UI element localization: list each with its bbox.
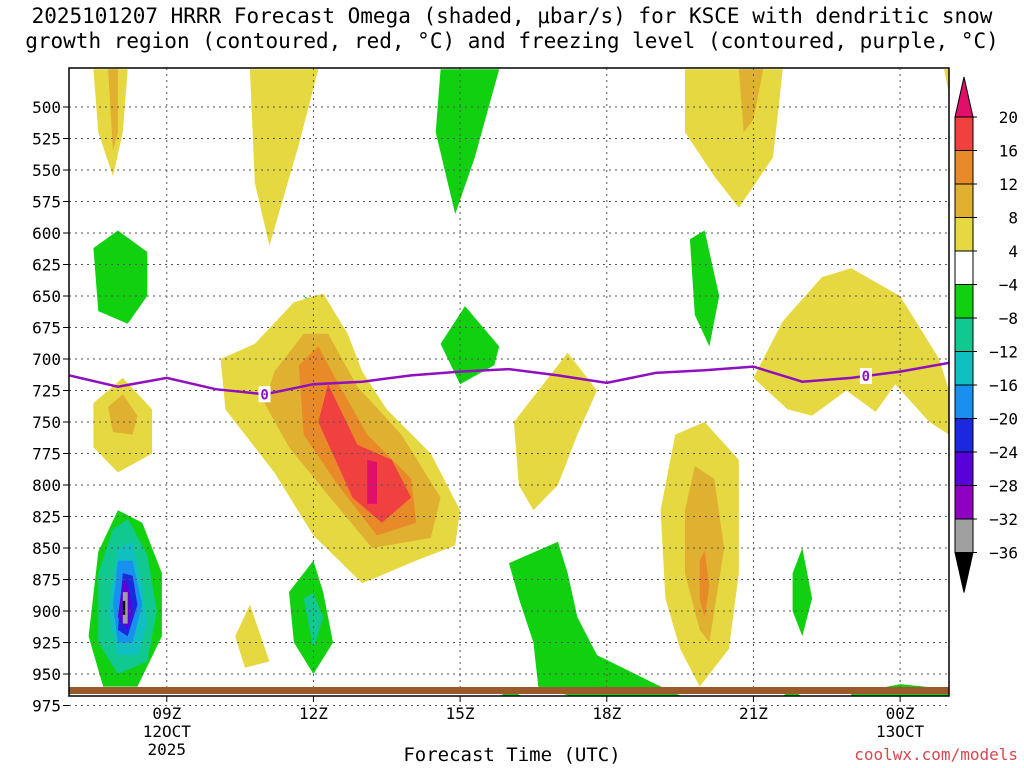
y-tick-label: 975 [32, 697, 61, 716]
y-tick-label: 950 [32, 665, 61, 684]
x-tick-date: 12OCT [143, 722, 192, 741]
x-tick-label: 21Z [739, 704, 768, 723]
colorbar-band [954, 284, 974, 319]
y-tick-label: 850 [32, 539, 61, 558]
omega-region-16 [440, 306, 500, 385]
colorbar-band [954, 250, 974, 285]
y-tick-label: 575 [32, 193, 61, 212]
omega-region-15 [367, 459, 377, 504]
omega-region-25 [122, 600, 126, 615]
colorbar-label: 20 [999, 108, 1018, 127]
colorbar-band [954, 317, 974, 352]
x-tick-label: 18Z [592, 704, 621, 723]
x-tick-label: 00Z [886, 704, 915, 723]
y-tick-label: 700 [32, 350, 61, 369]
x-tick-date: 13OCT [876, 722, 925, 741]
x-tick-label: 09Z [152, 704, 181, 723]
credit-text: coolwx.com/models [854, 745, 1018, 764]
y-tick-label: 925 [32, 634, 61, 653]
chart-title: 2025101207 HRRR Forecast Omega (shaded, … [0, 4, 1024, 54]
colorbar-label: −16 [989, 376, 1018, 395]
ground-strip [69, 687, 949, 694]
colorbar-label: −36 [989, 544, 1018, 563]
x-tick-year: 2025 [148, 740, 187, 759]
freezing-label-bg-1 [859, 368, 872, 385]
colorbar-band [954, 485, 974, 520]
freezing-level-label: 0 [260, 387, 268, 403]
freezing-level-line [69, 361, 949, 396]
colorbar-band [954, 384, 974, 419]
y-tick-label: 825 [32, 508, 61, 527]
y-tick-label: 675 [32, 319, 61, 338]
omega-region-35 [509, 541, 682, 696]
colorbar-label: 4 [1008, 242, 1018, 261]
freezing-level-label: 0 [862, 369, 870, 385]
y-tick-label: 775 [32, 445, 61, 464]
colorbar-label: −4 [999, 276, 1018, 295]
y-tick-label: 900 [32, 602, 61, 621]
y-tick-label: 550 [32, 161, 61, 180]
title-line-1: 2025101207 HRRR Forecast Omega (shaded, … [31, 4, 993, 28]
colorbar-label: 16 [999, 142, 1018, 161]
y-tick-label: 525 [32, 130, 61, 149]
omega-region-0 [93, 69, 128, 177]
freezing-label-bg-0 [258, 386, 271, 403]
omega-region-7 [93, 230, 148, 324]
colorbar: 20 16 12 8 4 −4 −8 −12 −16 −20 −24 −28 −32 −36 [954, 76, 1018, 593]
colorbar-band [954, 451, 974, 486]
x-tick-label: 15Z [446, 704, 475, 723]
colorbar-label: −12 [989, 343, 1018, 362]
omega-region-17 [513, 352, 597, 511]
omega-region-31 [699, 550, 710, 618]
y-tick-label: 750 [32, 413, 61, 432]
freezing-level-group: 00 [69, 361, 949, 403]
omega-region-3 [435, 69, 500, 215]
y-tick-label: 725 [32, 382, 61, 401]
y-tick-label: 800 [32, 476, 61, 495]
colorbar-label: 12 [999, 175, 1018, 194]
omega-region-4 [944, 69, 949, 95]
omega-region-10 [108, 394, 138, 435]
colorbar-label: −20 [989, 410, 1018, 429]
y-axis: 500 525 550 575 600 625 650 675 700 725 750 775 800 8… [32, 98, 69, 716]
omega-regions [88, 69, 949, 696]
y-tick-label: 650 [32, 287, 61, 306]
y-tick-label: 600 [32, 224, 61, 243]
colorbar-label: −8 [999, 309, 1018, 328]
colorbar-band [954, 217, 974, 252]
omega-region-5 [685, 69, 783, 208]
title-line-2: growth region (contoured, red, °C) and f… [25, 29, 999, 53]
omega-region-1 [108, 69, 118, 152]
y-tick-label: 625 [32, 256, 61, 275]
colorbar-label: −28 [989, 477, 1018, 496]
grid-lines [69, 68, 949, 706]
colorbar-label: −24 [989, 443, 1018, 462]
colorbar-band [954, 183, 974, 218]
colorbar-top-arrow [954, 76, 974, 118]
colorbar-label: 8 [1008, 209, 1018, 228]
omega-region-32 [689, 230, 720, 347]
x-tick-label: 12Z [299, 704, 328, 723]
colorbar-label: −32 [989, 510, 1018, 529]
colorbar-bottom-arrow [954, 552, 974, 593]
colorbar-band [954, 418, 974, 453]
colorbar-band [954, 351, 974, 386]
x-axis-title: Forecast Time (UTC) [403, 744, 621, 766]
colorbar-band [954, 116, 974, 151]
omega-region-6 [738, 69, 764, 133]
colorbar-band [954, 150, 974, 185]
y-tick-label: 875 [32, 571, 61, 590]
colorbar-band [954, 518, 974, 553]
omega-region-26 [235, 604, 270, 668]
y-tick-label: 500 [32, 98, 61, 117]
omega-region-33 [792, 548, 813, 637]
omega-region-24 [122, 592, 128, 624]
plot-frame [68, 67, 950, 697]
